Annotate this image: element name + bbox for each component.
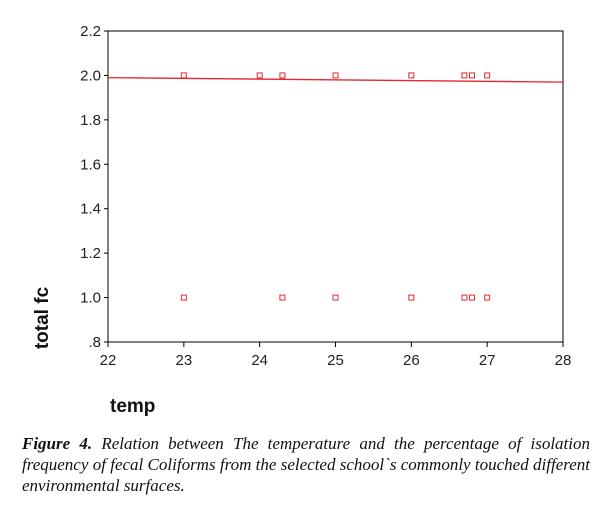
data-point xyxy=(469,294,475,301)
data-point xyxy=(408,294,415,301)
data-point xyxy=(484,72,491,79)
y-tick-label: 2.2 xyxy=(80,23,101,40)
data-point xyxy=(461,294,468,301)
data-point xyxy=(332,72,339,79)
caption-text: Relation between The temperature and the… xyxy=(22,434,590,495)
figure-caption: Figure 4. Relation between The temperatu… xyxy=(22,433,590,496)
data-point xyxy=(469,72,475,79)
y-tick-label: 1.0 xyxy=(80,290,101,307)
data-point xyxy=(279,294,286,301)
y-tick-label: 1.8 xyxy=(80,112,101,129)
data-point xyxy=(332,294,339,301)
x-tick-label: 26 xyxy=(403,352,420,369)
x-tick-label: 23 xyxy=(175,352,192,369)
y-tick-label: 1.2 xyxy=(80,245,101,262)
data-points xyxy=(180,72,491,301)
y-tick-label: 1.4 xyxy=(80,201,101,218)
data-point xyxy=(279,72,286,79)
y-tick-label: 1.6 xyxy=(80,156,101,173)
data-point xyxy=(408,72,415,79)
data-point xyxy=(484,294,491,301)
data-point xyxy=(180,72,187,79)
data-point xyxy=(180,294,187,301)
x-tick-label: 28 xyxy=(555,352,572,369)
x-tick-label: 24 xyxy=(251,352,268,369)
y-tick-label: 2.0 xyxy=(80,67,101,84)
figure-label: Figure 4. xyxy=(22,434,93,453)
x-axis-ticks: 22 23 24 25 26 27 28 xyxy=(100,342,572,369)
y-tick-label: .8 xyxy=(88,334,101,351)
data-point xyxy=(461,72,468,79)
x-tick-label: 22 xyxy=(100,352,117,369)
data-point xyxy=(256,72,263,79)
y-axis-title: total fc xyxy=(32,286,53,349)
y-axis-ticks: .8 1.0 1.2 1.4 1.6 1.8 2.0 2.2 xyxy=(80,23,108,351)
x-axis-title: temp xyxy=(110,396,155,417)
x-tick-label: 25 xyxy=(327,352,344,369)
x-tick-label: 27 xyxy=(479,352,496,369)
